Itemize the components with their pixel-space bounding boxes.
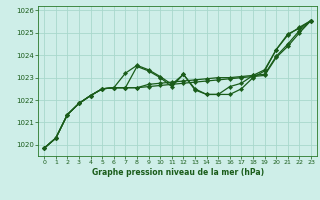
X-axis label: Graphe pression niveau de la mer (hPa): Graphe pression niveau de la mer (hPa) [92, 168, 264, 177]
